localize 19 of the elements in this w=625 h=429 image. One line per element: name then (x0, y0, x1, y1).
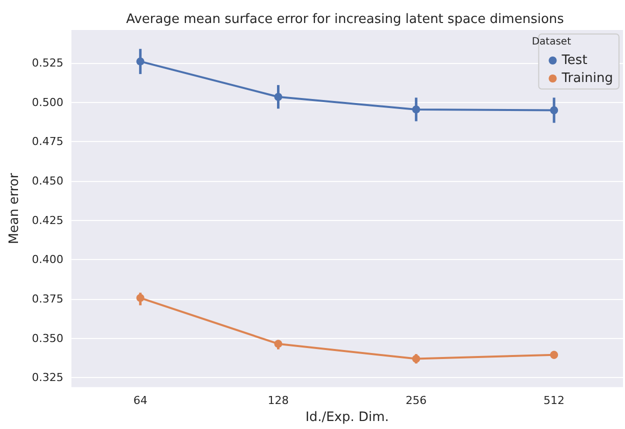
x-tick-label: 512 (544, 394, 565, 408)
x-axis-title: Id./Exp. Dim. (305, 410, 389, 425)
y-tick-label: 0.350 (32, 332, 64, 345)
y-tick-label: 0.325 (32, 371, 64, 384)
y-tick-label: 0.475 (32, 135, 64, 148)
legend-label: Test (560, 53, 588, 68)
x-tick-label: 128 (268, 394, 289, 408)
legend-title: Dataset (532, 36, 572, 48)
y-tick-label: 0.500 (32, 96, 64, 109)
y-tick-label: 0.375 (32, 292, 64, 306)
chart-title: Average mean surface error for increasing latent space dimensions (126, 12, 564, 27)
y-tick-label: 0.400 (32, 253, 64, 266)
y-tick-label: 0.525 (32, 56, 64, 70)
y-axis-title: Mean error (7, 172, 22, 244)
legend-label: Training (560, 71, 613, 86)
x-tick-label: 64 (133, 394, 148, 408)
y-tick-label: 0.425 (32, 214, 64, 227)
y-tick-label: 0.450 (32, 174, 64, 188)
x-tick-label: 256 (406, 394, 427, 408)
